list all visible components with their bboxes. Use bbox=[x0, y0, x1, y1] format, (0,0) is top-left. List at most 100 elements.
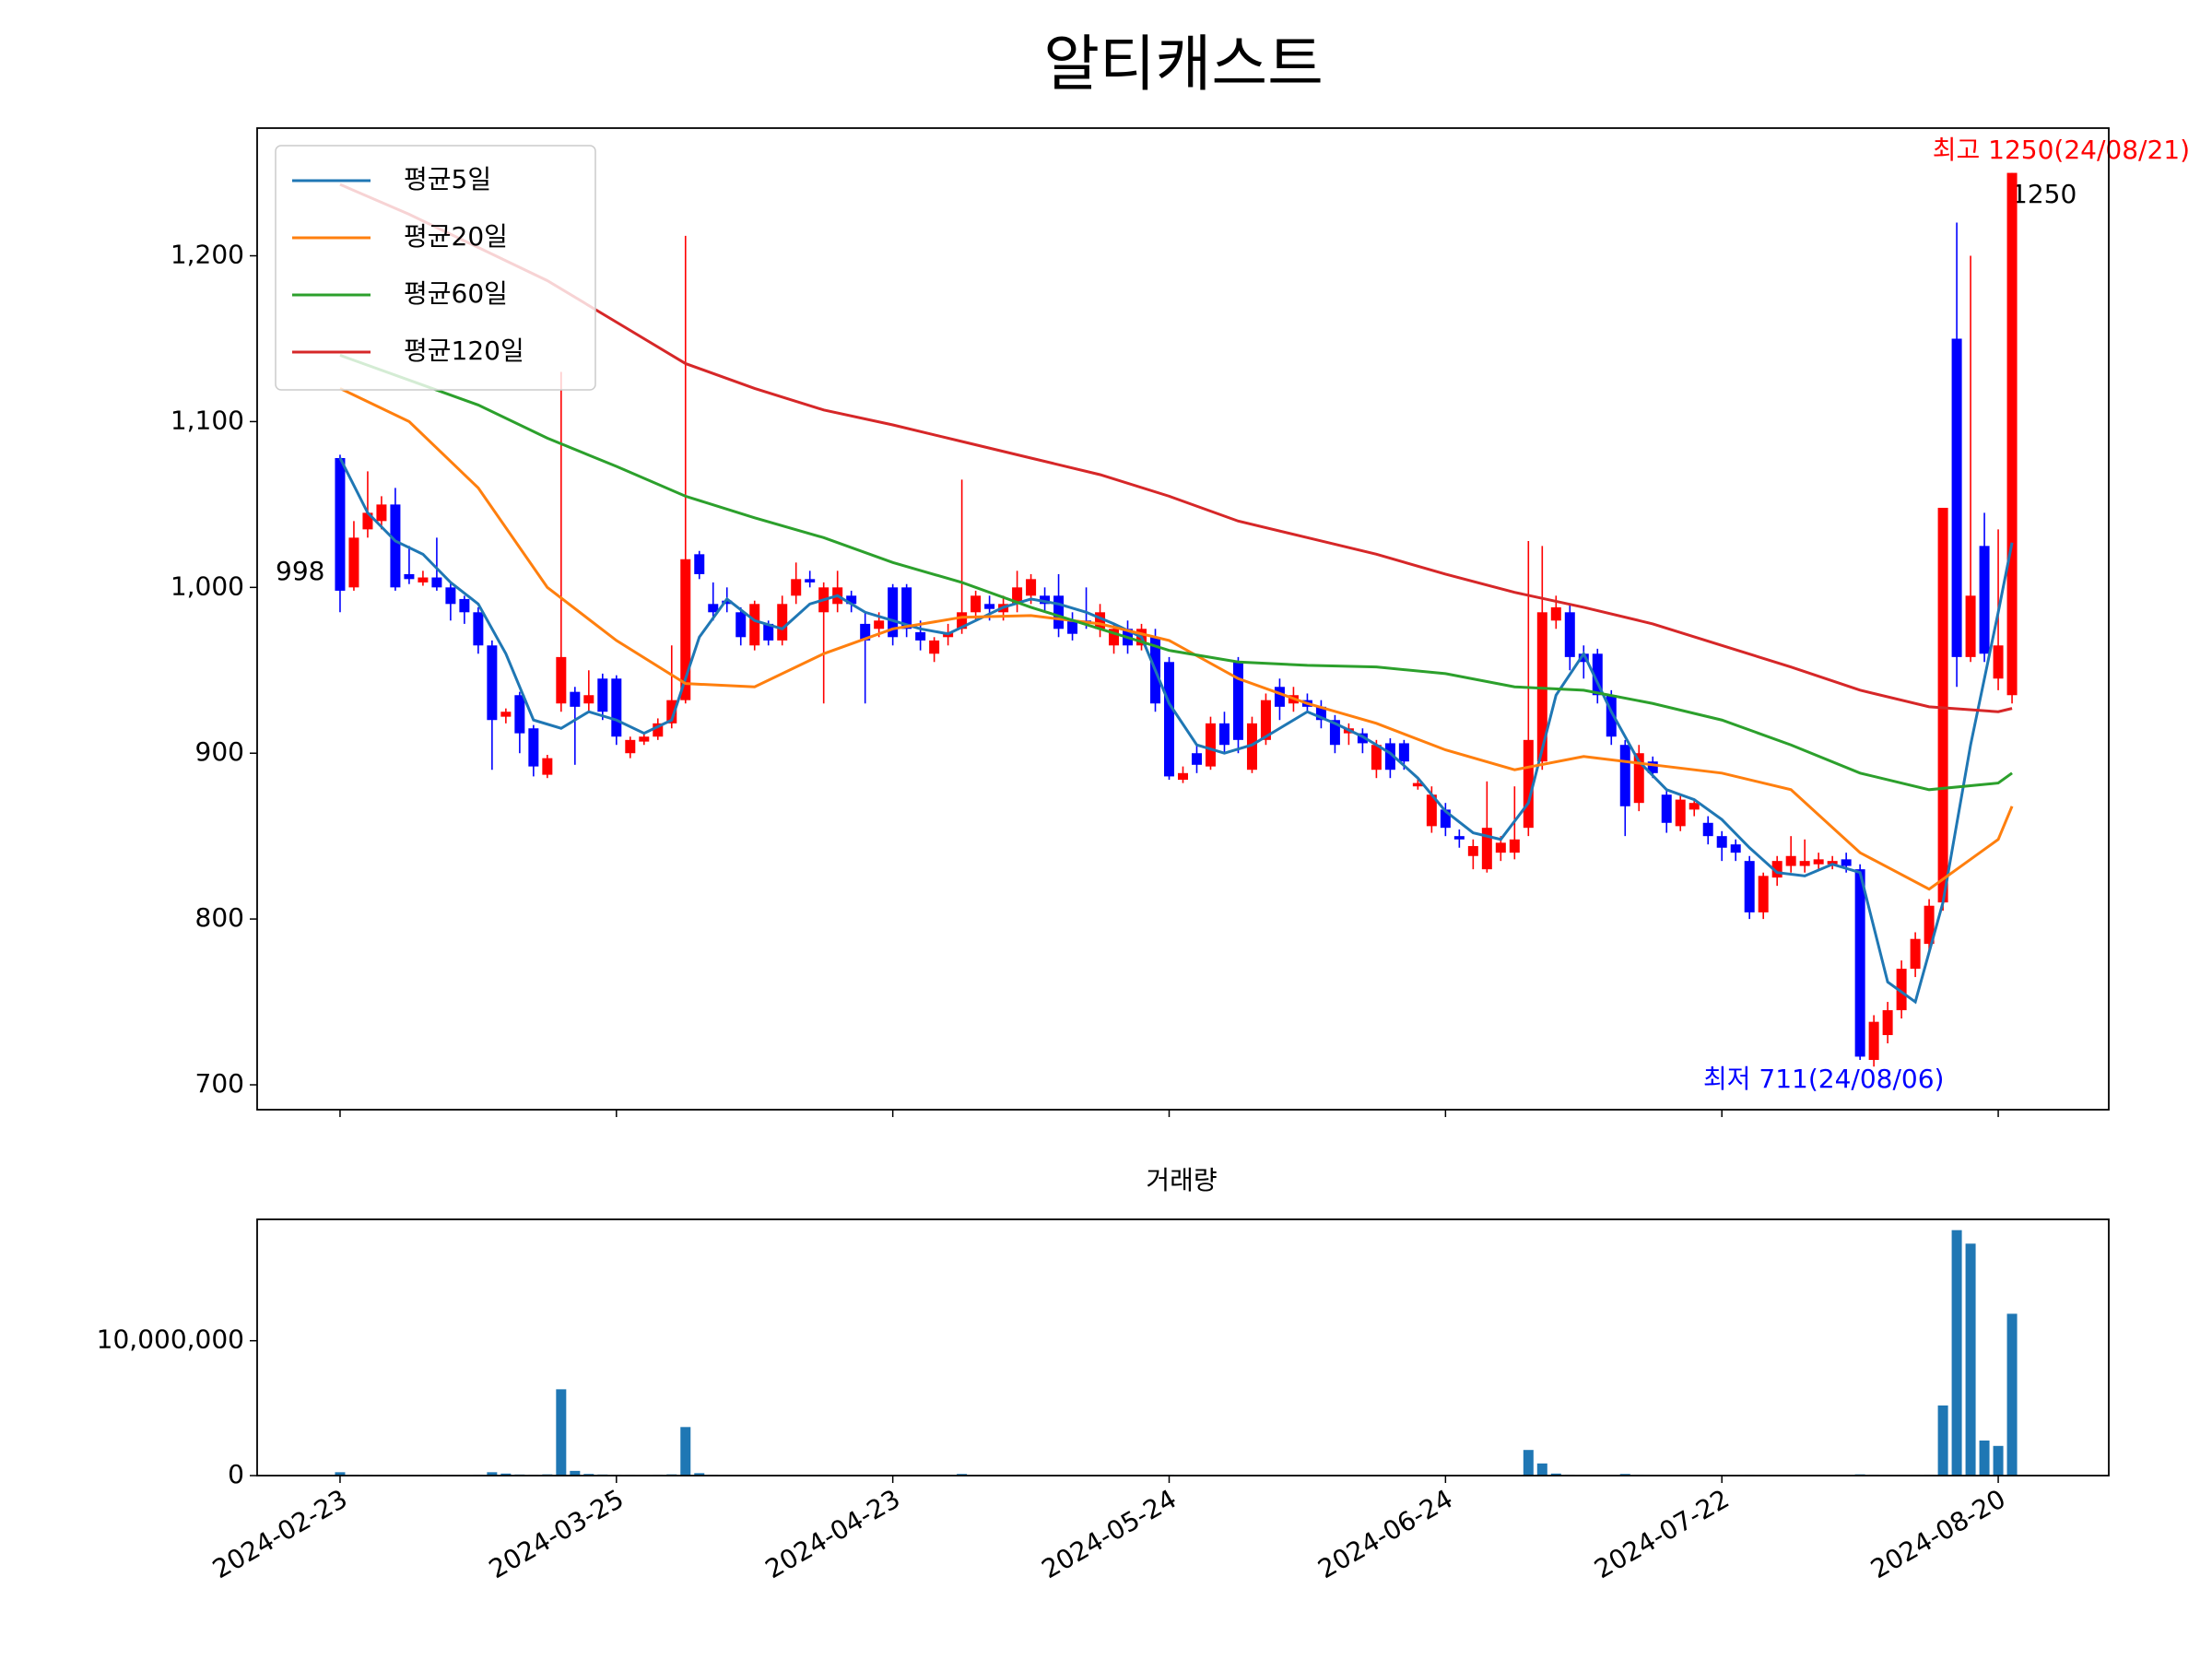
candle-body bbox=[1758, 876, 1769, 912]
candle-body bbox=[1495, 842, 1506, 853]
candle-body bbox=[1012, 587, 1023, 605]
candle-body bbox=[1910, 938, 1921, 970]
candle-body bbox=[418, 577, 429, 582]
legend-label: 평균20일 bbox=[404, 221, 508, 252]
candle-body bbox=[915, 631, 926, 641]
legend-label: 평균5일 bbox=[404, 164, 491, 194]
volume-bar bbox=[1979, 1440, 1990, 1476]
ma-line bbox=[338, 457, 2014, 1005]
candle-body bbox=[680, 559, 691, 700]
volume-bar bbox=[487, 1472, 498, 1476]
candle-body bbox=[1744, 861, 1755, 912]
candle-body bbox=[1799, 861, 1810, 866]
candle-body bbox=[556, 656, 567, 704]
main-axes bbox=[256, 127, 2110, 1111]
candle-body bbox=[1371, 745, 1382, 771]
legend-label: 평균60일 bbox=[404, 278, 508, 309]
candle-body bbox=[1453, 836, 1465, 840]
candle-body bbox=[611, 678, 622, 737]
candle-body bbox=[335, 457, 346, 591]
volume-bar bbox=[556, 1389, 567, 1476]
ma-line bbox=[339, 354, 2013, 792]
y-tick-label: 800 bbox=[195, 902, 244, 933]
candle-body bbox=[1633, 753, 1644, 804]
candle-body bbox=[570, 691, 581, 707]
candle-body bbox=[1067, 620, 1078, 634]
candle-body bbox=[1979, 546, 1990, 654]
candle-body bbox=[1688, 803, 1700, 810]
candle-body bbox=[888, 587, 899, 638]
candle-body bbox=[1716, 836, 1727, 848]
candle-body bbox=[846, 595, 857, 605]
candle-body bbox=[542, 758, 553, 775]
candle-body bbox=[1702, 822, 1713, 837]
volume-bar bbox=[1523, 1450, 1534, 1476]
candle-body bbox=[431, 577, 442, 588]
y-tick-label: 900 bbox=[195, 736, 244, 767]
candle-body bbox=[1412, 782, 1423, 787]
candle-body bbox=[625, 739, 636, 754]
candle-body bbox=[901, 587, 912, 629]
candle-body bbox=[1550, 606, 1561, 621]
candle-body bbox=[1937, 507, 1948, 903]
candle-body bbox=[791, 579, 802, 596]
candle-body bbox=[500, 712, 512, 717]
x-tick-label: 2024-06-24 bbox=[1312, 1483, 1457, 1584]
candle-body bbox=[1868, 1021, 1879, 1061]
candle-body bbox=[1218, 723, 1230, 746]
candle-body bbox=[1564, 612, 1575, 657]
candle-body bbox=[666, 700, 677, 724]
y-tick-label: 1,000 bbox=[171, 571, 244, 601]
candle-body bbox=[1509, 839, 1520, 853]
high-annotation: 최고 1250(24/08/21) bbox=[1933, 135, 2190, 165]
candle-body bbox=[1882, 1010, 1893, 1036]
candle-body bbox=[1896, 969, 1907, 1011]
candle-body bbox=[2006, 172, 2018, 696]
volume-y-tick-label: 10,000,000 bbox=[97, 1324, 244, 1355]
candle-body bbox=[1398, 743, 1409, 762]
candle-body bbox=[1592, 653, 1603, 696]
candle-body bbox=[528, 728, 539, 767]
ma-line bbox=[339, 182, 2013, 713]
y-tick-label: 1,200 bbox=[171, 240, 244, 270]
candle-body bbox=[487, 645, 498, 721]
candle-body bbox=[1040, 595, 1051, 605]
candle-body bbox=[1232, 662, 1243, 740]
candle-body bbox=[445, 587, 456, 605]
volume-bar bbox=[1951, 1230, 1962, 1476]
candle-body bbox=[1785, 855, 1796, 866]
volume-bar bbox=[2006, 1313, 2018, 1476]
candle-body bbox=[1095, 612, 1106, 629]
candle-body bbox=[735, 612, 747, 638]
x-tick-label: 2024-04-23 bbox=[760, 1483, 905, 1584]
candle-body bbox=[1965, 595, 1976, 657]
volume-bar bbox=[694, 1473, 705, 1476]
candle-body bbox=[1260, 700, 1271, 740]
candle-body bbox=[1467, 845, 1478, 856]
candle-body bbox=[1993, 645, 2004, 679]
candle-body bbox=[583, 695, 594, 704]
candle-body bbox=[459, 598, 470, 613]
candle-body bbox=[1178, 772, 1188, 781]
candle-body bbox=[390, 504, 401, 588]
candle-body bbox=[1854, 869, 1865, 1057]
candle-body bbox=[694, 554, 705, 574]
x-tick-label: 2024-02-23 bbox=[207, 1483, 352, 1584]
candle-body bbox=[1523, 739, 1534, 829]
volume-bar bbox=[500, 1473, 512, 1476]
volume-bar bbox=[1536, 1463, 1547, 1476]
first-label: 998 bbox=[276, 556, 324, 586]
volume-title: 거래량 bbox=[1146, 1165, 1217, 1195]
candle-body bbox=[749, 604, 760, 646]
candle-body bbox=[348, 537, 359, 588]
candle-body bbox=[1109, 629, 1120, 646]
candle-body bbox=[1246, 723, 1257, 771]
volume-y-tick-label: 0 bbox=[228, 1459, 244, 1489]
y-tick-label: 700 bbox=[195, 1068, 244, 1099]
candle-body bbox=[1813, 859, 1824, 865]
candle-body bbox=[1357, 733, 1368, 744]
candle-body bbox=[1924, 905, 1935, 945]
volume-bar bbox=[1965, 1243, 1976, 1476]
candle-body bbox=[860, 623, 871, 641]
